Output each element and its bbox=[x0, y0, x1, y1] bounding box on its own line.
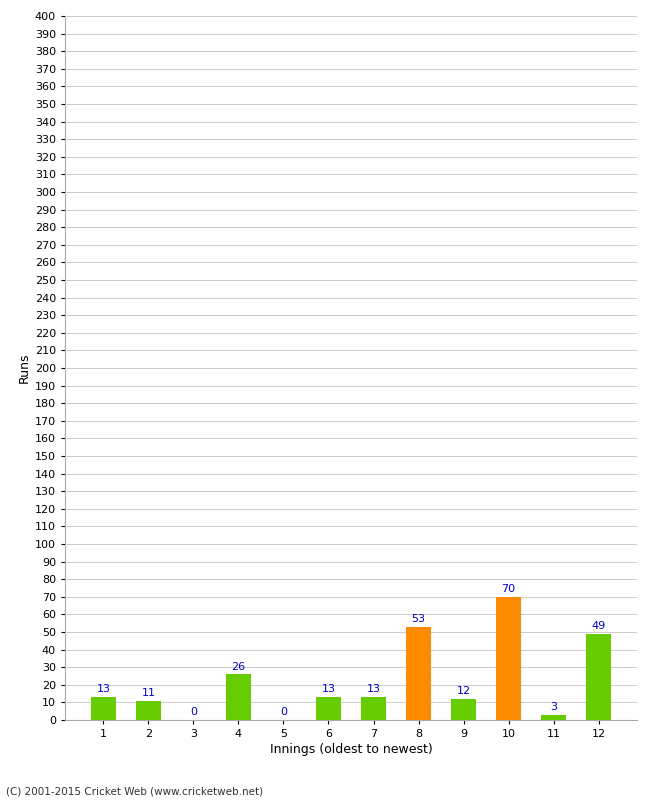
Bar bbox=[451, 699, 476, 720]
Text: (C) 2001-2015 Cricket Web (www.cricketweb.net): (C) 2001-2015 Cricket Web (www.cricketwe… bbox=[6, 786, 264, 796]
Text: 13: 13 bbox=[96, 685, 110, 694]
Bar bbox=[541, 714, 566, 720]
Bar bbox=[496, 597, 521, 720]
Text: 13: 13 bbox=[367, 685, 380, 694]
Bar bbox=[361, 697, 386, 720]
Text: 12: 12 bbox=[456, 686, 471, 696]
Bar bbox=[406, 626, 431, 720]
Text: 3: 3 bbox=[550, 702, 557, 712]
Bar bbox=[91, 697, 116, 720]
Bar bbox=[136, 701, 161, 720]
Text: 26: 26 bbox=[231, 662, 246, 672]
X-axis label: Innings (oldest to newest): Innings (oldest to newest) bbox=[270, 743, 432, 756]
Text: 0: 0 bbox=[280, 707, 287, 718]
Bar bbox=[316, 697, 341, 720]
Y-axis label: Runs: Runs bbox=[18, 353, 31, 383]
Text: 11: 11 bbox=[142, 688, 155, 698]
Text: 70: 70 bbox=[502, 584, 515, 594]
Text: 49: 49 bbox=[592, 621, 606, 631]
Bar bbox=[586, 634, 611, 720]
Text: 13: 13 bbox=[322, 685, 335, 694]
Text: 53: 53 bbox=[411, 614, 426, 624]
Text: 0: 0 bbox=[190, 707, 197, 718]
Bar bbox=[226, 674, 251, 720]
